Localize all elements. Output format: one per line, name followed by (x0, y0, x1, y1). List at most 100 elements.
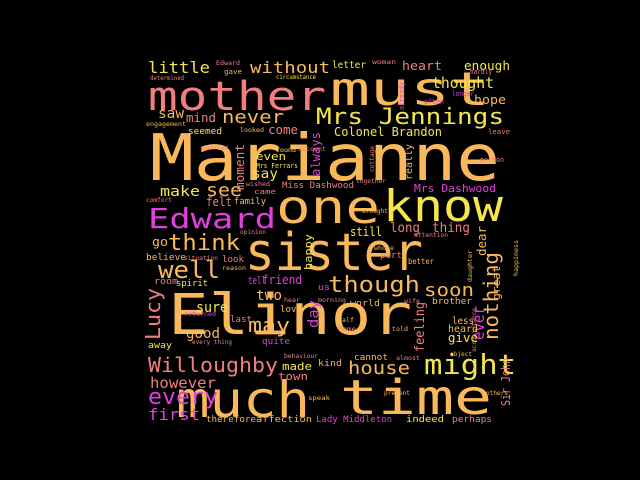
word-great: great (490, 266, 503, 300)
word-opinion: opinion (240, 229, 266, 236)
word-mrs-ferrars: Mrs Ferrars (256, 162, 298, 170)
word-cannot: cannot (354, 353, 388, 363)
word-colonel-brandon: Colonel Brandon (334, 125, 442, 139)
word-kind: kind (318, 359, 342, 369)
word-almost: almost (396, 355, 420, 362)
word-hope: hope (474, 93, 506, 107)
word-always: always (309, 132, 323, 176)
word-engagement: engagement (146, 121, 186, 128)
word-therefore: therefore (206, 415, 256, 425)
word-last: last (230, 315, 252, 325)
word-hear: hear (284, 297, 300, 304)
word-leave: leave (488, 128, 510, 136)
word-speak: speak (308, 395, 330, 402)
word-situation: situation (184, 255, 218, 262)
word-indeed: indeed (406, 415, 444, 425)
word-mind: mind (186, 111, 216, 125)
word-attention: attention (414, 232, 448, 239)
word-us: us (318, 283, 330, 293)
word-willoughby: Willoughby (148, 353, 278, 377)
word-present: present (384, 390, 410, 397)
word-morning: morning (318, 297, 346, 304)
word-edward-small: Edward (216, 60, 240, 67)
word-woman: woman (372, 59, 397, 66)
word-saw: saw (158, 106, 185, 122)
word-told: told (392, 326, 408, 333)
word-heard: heard (448, 324, 478, 335)
word-long: long (390, 221, 420, 236)
word-thought: thought (432, 74, 494, 92)
word-daughter: daughter (467, 250, 474, 282)
word-together: together (356, 178, 386, 185)
word-love: love (280, 305, 302, 315)
word-object: object (450, 351, 472, 358)
word-wished: wished (246, 181, 270, 188)
word-gave: gave (224, 68, 242, 76)
word-without: without (250, 58, 330, 77)
word-happiness: happiness (513, 240, 520, 276)
word-longer: longer (452, 90, 474, 98)
word-moment: moment (233, 144, 247, 190)
word-good: good (186, 326, 220, 342)
word-perhaps: perhaps (452, 415, 492, 425)
word-circumstance: circumstance (276, 74, 316, 81)
word-elinor: Elinor (168, 283, 412, 348)
word-account: account (298, 146, 326, 153)
word-brother: brother (432, 297, 473, 307)
word-mrs-dashwood: Mrs Dashwood (414, 182, 496, 195)
word-believe: believe (146, 253, 186, 263)
word-think: think (168, 231, 240, 256)
word-soon: soon (424, 280, 474, 301)
word-marianne: Marianne (150, 122, 500, 196)
word-still: still (350, 225, 382, 239)
word-house: house (348, 358, 410, 379)
word-two: two (256, 288, 282, 304)
word-nothing: nothing (479, 252, 503, 340)
word-looked: looked (240, 127, 264, 134)
word-spirit: spirit (176, 279, 208, 289)
word-heart: heart (402, 59, 442, 73)
word-world: world (350, 299, 380, 309)
word-may: may (248, 313, 290, 337)
word-wife: wife (404, 298, 420, 305)
word-say: say (252, 167, 278, 182)
word-family: family (234, 197, 267, 207)
word-thing: thing (432, 221, 470, 236)
word-know: know (383, 181, 504, 232)
word-however: however (150, 374, 216, 392)
word-sure: sure (196, 300, 228, 316)
word-lady-middleton: Lady Middleton (316, 415, 392, 425)
word-quite: quite (262, 337, 290, 347)
word-happy: happy (302, 234, 315, 270)
word-really: really (404, 144, 415, 180)
word-time: time (340, 370, 492, 426)
word-better: better (408, 257, 434, 266)
word-came: came (254, 188, 276, 196)
word-miss-dashwood: Miss Dashwood (282, 181, 354, 191)
word-sir-john: Sir John (499, 358, 513, 406)
word-must: must (330, 62, 490, 116)
word-whose: whose (374, 245, 394, 252)
word-well: well (158, 256, 220, 284)
word-letter: letter (332, 60, 366, 71)
word-returned: returned (184, 311, 216, 318)
word-every: every (148, 385, 218, 410)
word-make: make (160, 184, 200, 200)
word-give: give (448, 331, 478, 345)
word-town: town (278, 370, 308, 383)
word-less: less (452, 316, 474, 327)
word-dear: dear (475, 226, 489, 256)
word-reason: reason (222, 265, 246, 272)
word-comfort: comfort (146, 197, 172, 204)
word-half: half (338, 317, 354, 324)
word-first: first (148, 405, 200, 424)
word-much: much (176, 371, 310, 429)
word-see: see (206, 180, 242, 201)
word-seemed: seemed (188, 127, 222, 137)
word-found: found (276, 147, 296, 154)
word-every-thing: every thing (192, 339, 232, 346)
word-tell: tell (248, 274, 266, 287)
word-hardly: hardly (470, 68, 492, 76)
